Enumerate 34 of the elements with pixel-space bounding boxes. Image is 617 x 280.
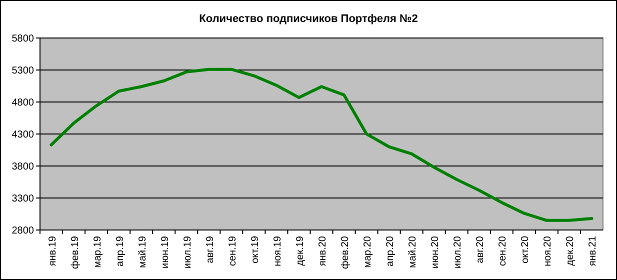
x-tick-label: окт.19 <box>250 236 261 264</box>
x-tick-label: мар.19 <box>92 236 104 268</box>
x-tick-label: ноя.20 <box>542 236 554 266</box>
x-tick-label: июн.20 <box>430 236 442 269</box>
chart-title: Количество подписчиков Портфеля №2 <box>199 13 418 25</box>
x-tick-label: фев.19 <box>70 236 81 270</box>
x-tick-label: дек.20 <box>565 236 576 266</box>
x-tick-label: авг.19 <box>204 236 216 264</box>
x-tick-label: май.20 <box>408 236 419 268</box>
x-tick-label: дек.19 <box>294 236 306 266</box>
x-tick-label: янв.19 <box>47 236 58 266</box>
y-tick-label: 2800 <box>12 226 34 236</box>
y-tick-label: 4800 <box>12 98 34 108</box>
x-tick-label: янв.20 <box>318 236 328 266</box>
y-tick-label: 5800 <box>12 34 34 44</box>
x-tick-label: май.19 <box>137 236 148 268</box>
y-tick-label: 4300 <box>12 130 34 140</box>
y-tick-label: 3800 <box>12 162 34 172</box>
x-tick-label: апр.19 <box>114 236 126 266</box>
x-tick-label: мар.20 <box>362 236 374 268</box>
y-tick-label: 3300 <box>12 194 34 204</box>
x-tick-label: июн.19 <box>160 236 171 269</box>
x-tick-label: сен.20 <box>498 236 509 266</box>
x-tick-label: июл.19 <box>182 236 194 269</box>
line-series <box>50 68 594 222</box>
x-tick-label: сен.19 <box>227 236 238 266</box>
y-tick-label: 5300 <box>12 66 34 76</box>
x-tick-label: апр.20 <box>385 236 396 266</box>
x-tick-label: ноя.19 <box>272 236 284 266</box>
x-tick-label: янв.21 <box>588 236 599 266</box>
x-tick-label: окт.20 <box>520 236 532 264</box>
x-tick-label: фев.20 <box>340 236 352 270</box>
x-tick-label: авг.20 <box>475 236 486 264</box>
x-tick-label: июл.20 <box>452 236 464 269</box>
